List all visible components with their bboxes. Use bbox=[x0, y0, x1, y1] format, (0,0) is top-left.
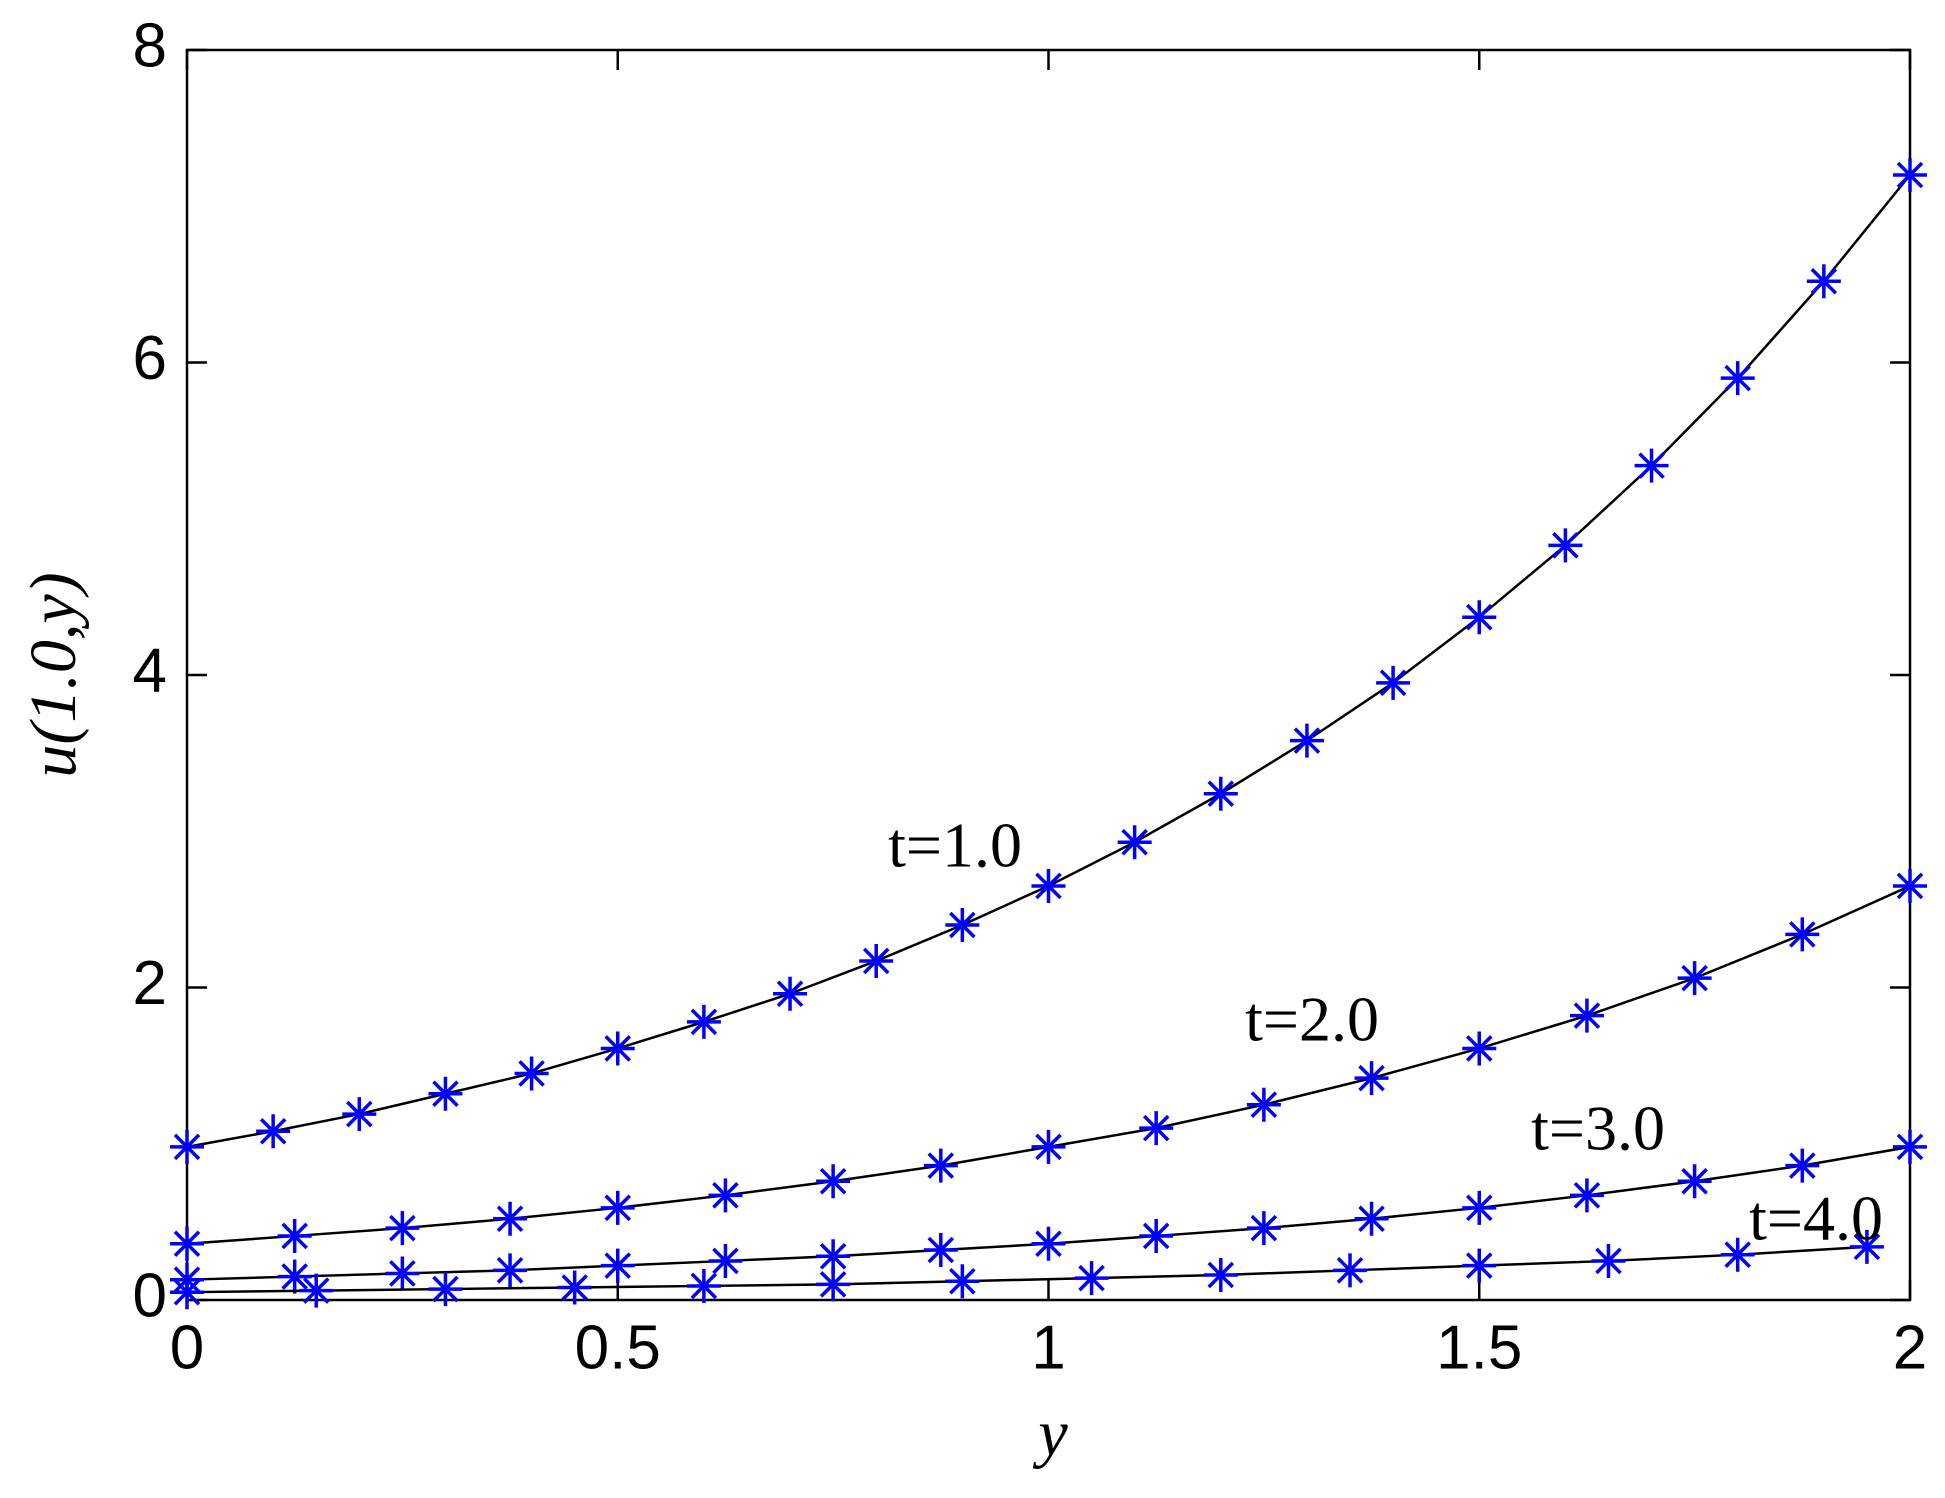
data-point bbox=[1246, 1211, 1281, 1246]
y-tick-label: 8 bbox=[133, 11, 167, 80]
data-point bbox=[1289, 723, 1324, 758]
data-point bbox=[277, 1259, 312, 1294]
data-point bbox=[385, 1256, 420, 1291]
data-point bbox=[1720, 361, 1755, 396]
curve-label: t=4.0 bbox=[1749, 1183, 1883, 1254]
data-point bbox=[708, 1178, 743, 1213]
data-point bbox=[385, 1211, 420, 1246]
data-point bbox=[923, 1233, 958, 1267]
y-tick-label: 0 bbox=[133, 1261, 167, 1330]
data-point bbox=[1462, 1248, 1497, 1283]
data-point bbox=[428, 1076, 463, 1111]
data-point bbox=[493, 1253, 528, 1288]
data-point bbox=[1139, 1218, 1174, 1253]
x-axis-label: y bbox=[1032, 1397, 1068, 1470]
data-point bbox=[859, 943, 894, 978]
data-point bbox=[1031, 868, 1066, 903]
data-point bbox=[1677, 961, 1712, 996]
data-point bbox=[1893, 158, 1927, 192]
data-point bbox=[1893, 868, 1927, 903]
data-point bbox=[1354, 1201, 1389, 1236]
data-point bbox=[1785, 1148, 1820, 1183]
data-point bbox=[1591, 1243, 1626, 1278]
data-point bbox=[170, 1129, 204, 1164]
data-point bbox=[1849, 1229, 1884, 1264]
data-point bbox=[1569, 1178, 1604, 1213]
x-tick-label: 0 bbox=[170, 1313, 204, 1382]
data-point bbox=[686, 1004, 721, 1039]
data-point bbox=[1634, 448, 1669, 483]
curve-label: t=1.0 bbox=[888, 810, 1022, 881]
data-point bbox=[773, 976, 808, 1011]
data-point bbox=[1333, 1253, 1368, 1288]
data-point bbox=[1139, 1111, 1174, 1146]
data-point bbox=[1785, 917, 1820, 952]
x-tick-label: 0.5 bbox=[575, 1313, 661, 1382]
data-point bbox=[923, 1148, 958, 1183]
data-point bbox=[277, 1218, 312, 1253]
data-point bbox=[600, 1248, 635, 1283]
data-point bbox=[1031, 1129, 1066, 1164]
data-point bbox=[1246, 1087, 1281, 1122]
data-point bbox=[600, 1190, 635, 1225]
data-point bbox=[428, 1272, 463, 1307]
x-tick-label: 2 bbox=[1893, 1313, 1927, 1382]
curve-label: t=3.0 bbox=[1531, 1093, 1665, 1164]
data-point bbox=[170, 1226, 204, 1261]
data-point bbox=[1677, 1164, 1712, 1199]
data-point bbox=[557, 1270, 592, 1305]
data-point bbox=[170, 1275, 204, 1310]
data-point bbox=[708, 1243, 743, 1278]
x-tick-label: 1 bbox=[1031, 1313, 1065, 1382]
series-line bbox=[186, 1245, 1868, 1294]
data-point bbox=[1203, 776, 1238, 811]
y-tick-label: 6 bbox=[133, 324, 167, 393]
y-tick-label: 2 bbox=[133, 949, 167, 1018]
data-point bbox=[342, 1097, 377, 1132]
data-point bbox=[816, 1239, 851, 1274]
data-point bbox=[1203, 1258, 1238, 1292]
data-point bbox=[1031, 1226, 1066, 1261]
data-point bbox=[514, 1056, 549, 1091]
data-point bbox=[493, 1201, 528, 1236]
data-point bbox=[816, 1267, 851, 1302]
y-axis-label: u(1.0,y) bbox=[17, 572, 90, 777]
data-point bbox=[1720, 1237, 1755, 1272]
data-point bbox=[945, 908, 980, 942]
series-line bbox=[186, 884, 1911, 1245]
data-point bbox=[256, 1114, 291, 1149]
series-line bbox=[186, 174, 1911, 1149]
data-point bbox=[945, 1264, 980, 1299]
data-point bbox=[1354, 1061, 1389, 1096]
data-point bbox=[1376, 665, 1411, 700]
data-point bbox=[816, 1164, 851, 1199]
data-point bbox=[1462, 1190, 1497, 1225]
data-point bbox=[1074, 1261, 1109, 1296]
x-tick-label: 1.5 bbox=[1436, 1313, 1522, 1382]
y-tick-label: 4 bbox=[133, 636, 167, 705]
data-point bbox=[600, 1031, 635, 1066]
data-point bbox=[1569, 998, 1604, 1033]
data-point bbox=[1462, 600, 1497, 635]
curve-label: t=2.0 bbox=[1245, 984, 1379, 1055]
data-point bbox=[1893, 1129, 1927, 1164]
data-point bbox=[1117, 825, 1152, 860]
data-point bbox=[686, 1268, 721, 1303]
data-point bbox=[1548, 528, 1583, 563]
data-point bbox=[1806, 264, 1841, 299]
data-point bbox=[1462, 1031, 1497, 1066]
data-point bbox=[299, 1273, 334, 1308]
